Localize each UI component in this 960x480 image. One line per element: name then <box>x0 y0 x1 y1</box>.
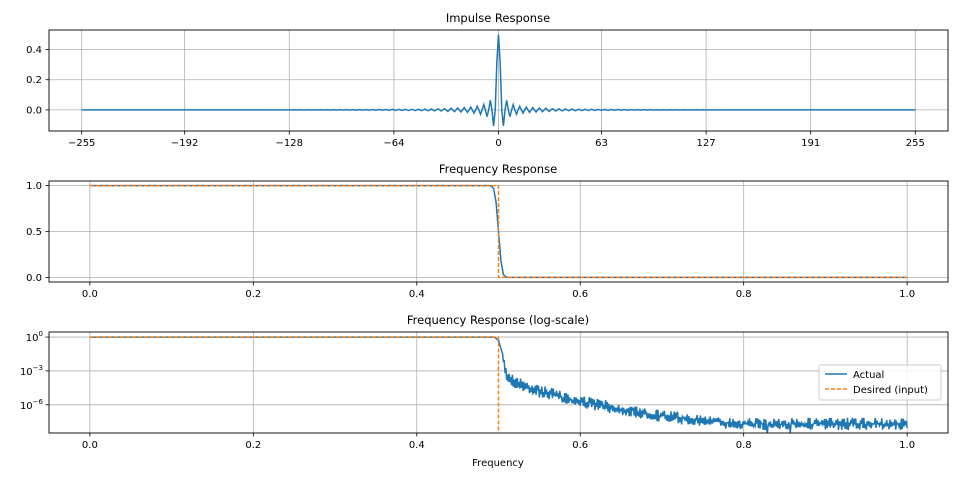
axes-frame <box>48 180 949 283</box>
impulse-axes: −255 −192 −128 −64 0 63 127 191 255 0.0 0.2 0.4 <box>26 29 949 149</box>
x-tick-label: −255 <box>68 138 95 149</box>
x-tick-label: 1.0 <box>899 289 915 300</box>
x-tick-label: 0 <box>495 138 501 149</box>
axes-frame <box>48 29 949 132</box>
axes-frame <box>48 331 949 434</box>
legend-desired-label: Desired (input) <box>853 385 928 396</box>
y-tick-label: 0.0 <box>26 273 42 284</box>
x-tick-label: 0.6 <box>572 289 588 300</box>
y-tick-label: 100 <box>26 330 43 344</box>
y-tick-label: 0.2 <box>26 75 42 86</box>
x-tick-label: 0.0 <box>82 289 98 300</box>
y-tick-label: 1.0 <box>26 181 42 192</box>
legend-actual-label: Actual <box>853 370 884 381</box>
x-tick-label: 0.8 <box>736 289 752 300</box>
freq-title: Frequency Response <box>439 162 557 176</box>
y-tick-label: 10−3 <box>20 364 43 378</box>
x-tick-label: 1.0 <box>899 440 915 451</box>
actual-log-line <box>89 336 908 434</box>
x-tick-label: 0.0 <box>82 440 98 451</box>
desired-log-line <box>89 336 500 433</box>
impulse-response-line <box>81 34 916 126</box>
x-tick-label: 127 <box>697 138 716 149</box>
y-tick-label: 0.0 <box>26 105 42 116</box>
legend: Actual Desired (input) <box>818 364 942 401</box>
logfreq-axes: 0.0 0.2 0.4 0.6 0.8 1.0 100 10−3 10−6 <box>20 330 949 451</box>
x-tick-label: 0.4 <box>409 289 425 300</box>
x-tick-label: 0.2 <box>245 289 261 300</box>
x-tick-label: −128 <box>276 138 303 149</box>
y-tick-label: 0.4 <box>26 45 42 56</box>
x-tick-label: 0.8 <box>736 440 752 451</box>
x-axis-label: Frequency <box>472 458 524 469</box>
x-tick-label: 0.2 <box>245 440 261 451</box>
x-tick-label: 0.4 <box>409 440 425 451</box>
impulse-title: Impulse Response <box>446 11 550 25</box>
legend-frame <box>818 364 942 401</box>
desired-line <box>89 184 908 279</box>
x-tick-label: 191 <box>801 138 820 149</box>
logfreq-title: Frequency Response (log-scale) <box>407 313 589 327</box>
freq-axes: 0.0 0.2 0.4 0.6 0.8 1.0 0.0 0.5 1.0 <box>26 180 949 300</box>
y-tick-label: 10−6 <box>20 398 44 412</box>
y-tick-label: 0.5 <box>26 227 42 238</box>
actual-line <box>89 184 908 279</box>
x-tick-label: −192 <box>171 138 198 149</box>
x-tick-label: 0.6 <box>572 440 588 451</box>
x-tick-label: 255 <box>906 138 925 149</box>
x-tick-label: 63 <box>595 138 608 149</box>
x-tick-label: −64 <box>383 138 404 149</box>
